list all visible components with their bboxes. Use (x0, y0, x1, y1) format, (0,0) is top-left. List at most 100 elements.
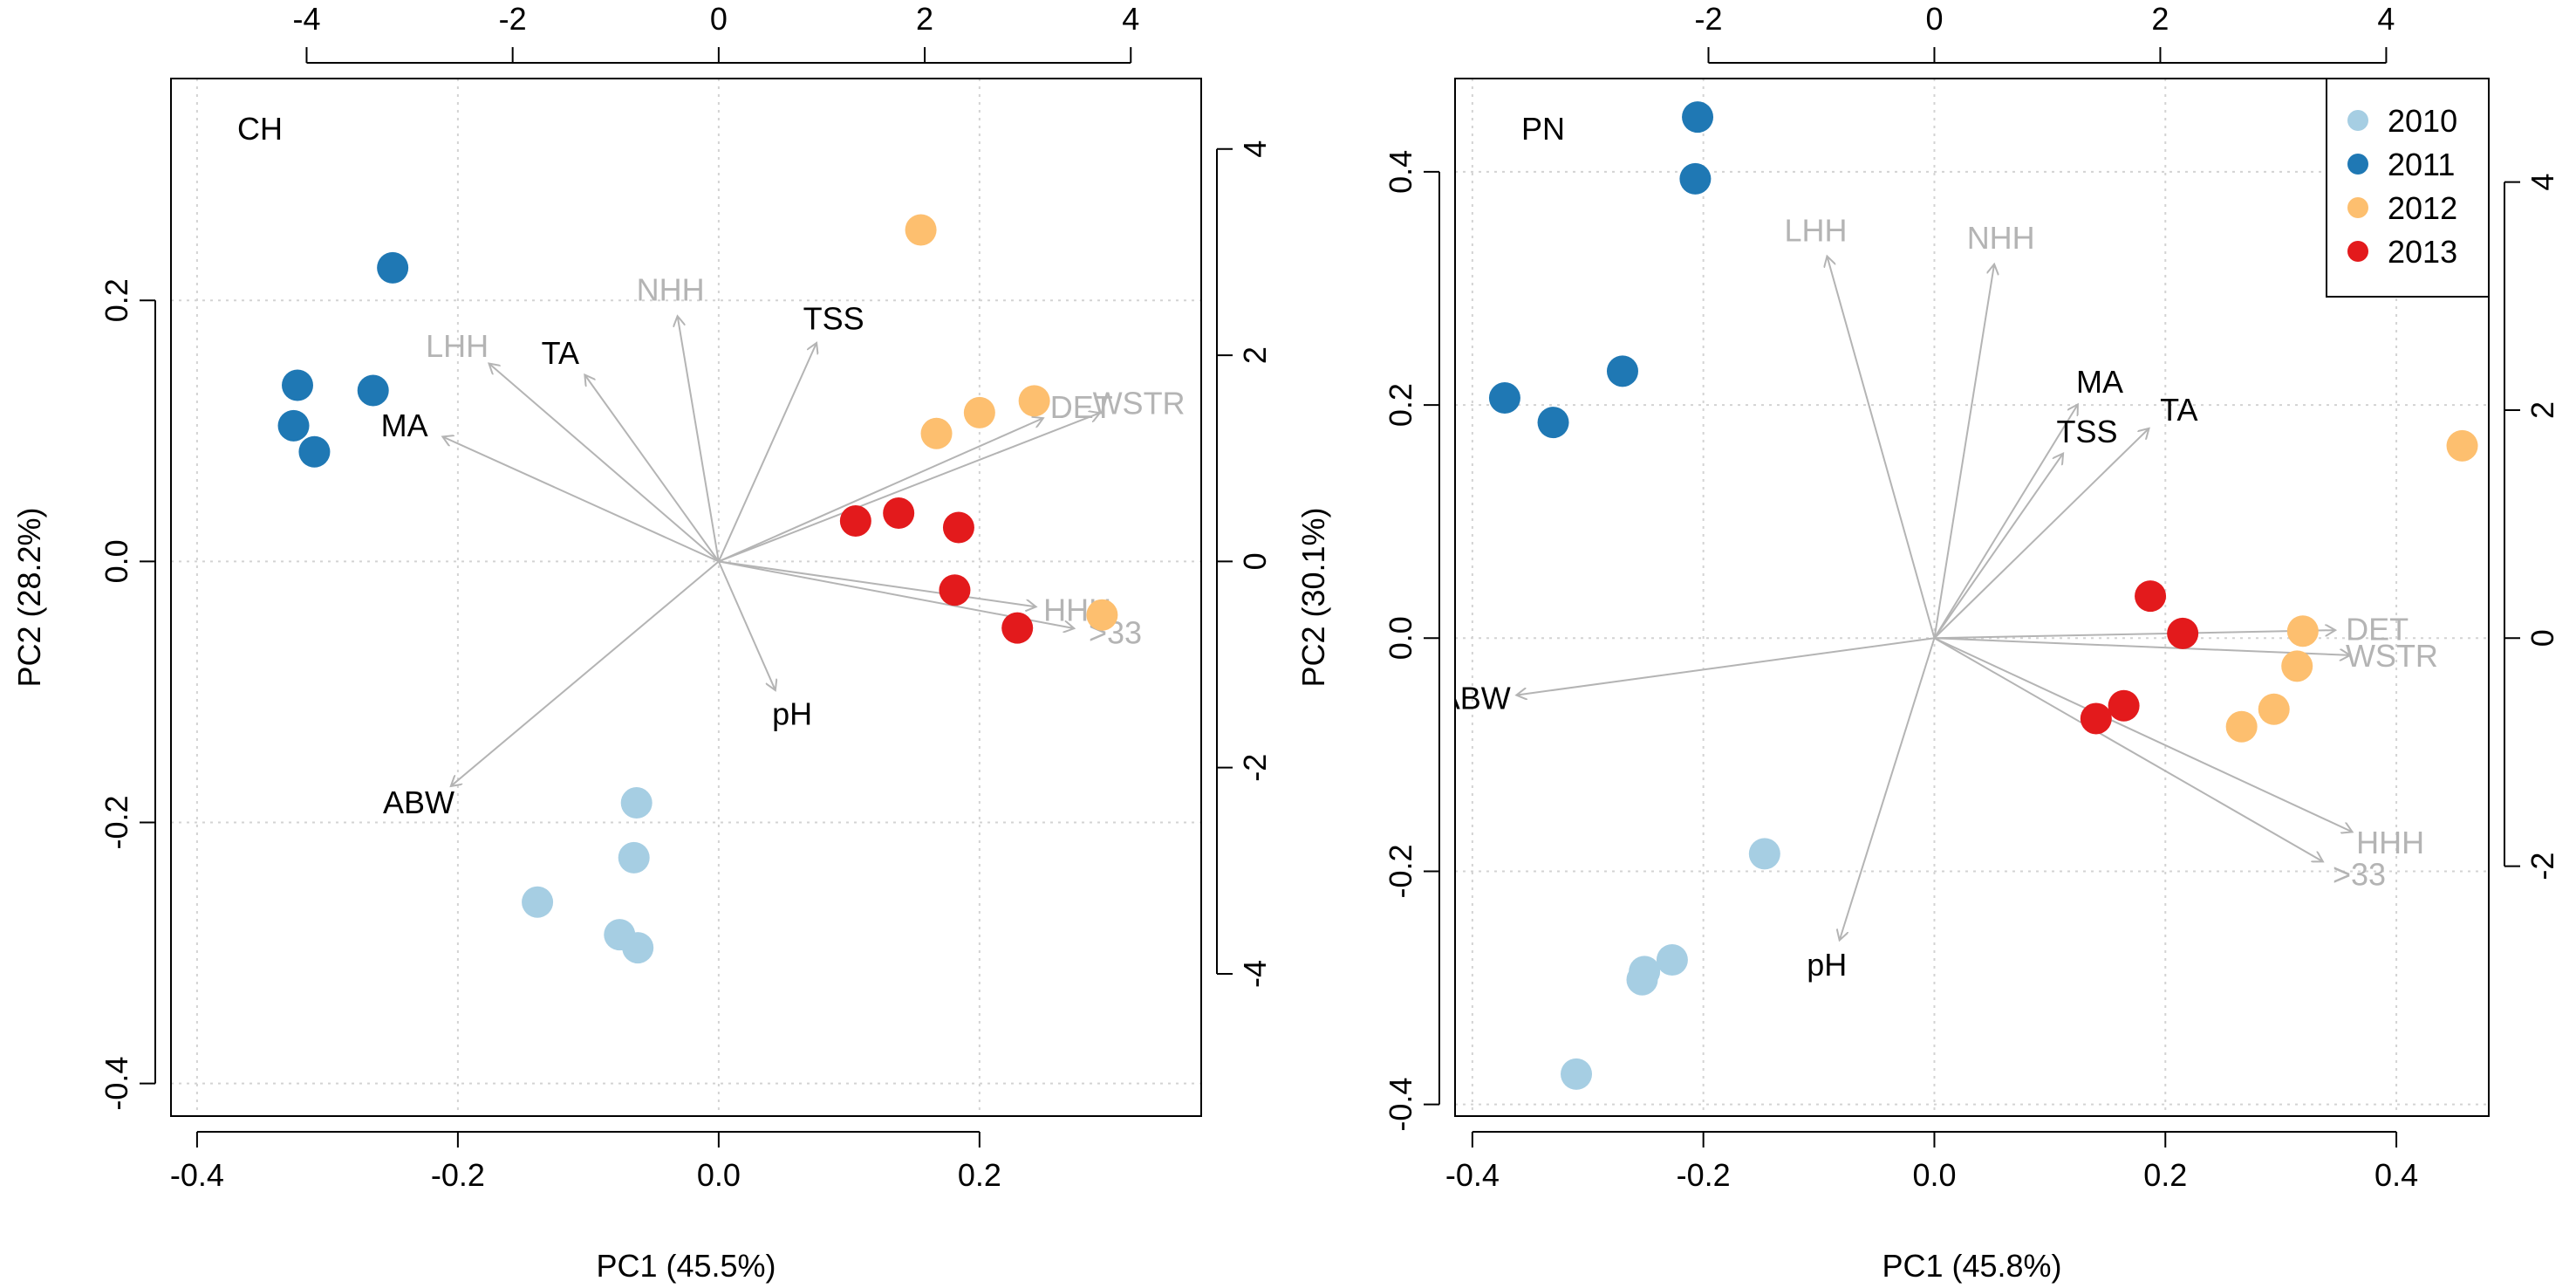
loading-arrow (1934, 630, 2335, 640)
right-tick-label: 4 (1237, 140, 1273, 158)
point-2012 (2446, 429, 2478, 462)
point-2013 (2167, 617, 2199, 649)
point-2011 (1679, 162, 1712, 195)
y-tick-label: -0.4 (1383, 1078, 1418, 1132)
loading-vector-wstr: WSTR (718, 385, 1186, 563)
loading-vector-lhh: LHH (426, 328, 720, 563)
loading-vector-hhh: HHH (718, 560, 1111, 628)
x-tick-label: 0.0 (1912, 1157, 1956, 1193)
loading-label: WSTR (1093, 385, 1186, 421)
point-2013 (1001, 612, 1034, 644)
point-2013 (939, 574, 971, 606)
point-2011 (357, 374, 389, 407)
loading-vector-hhh: HHH (1934, 637, 2424, 860)
point-2010 (1656, 943, 1688, 976)
loading-vector-ma: MA (1933, 364, 2123, 639)
point-2012 (2281, 650, 2313, 682)
point-2011 (277, 409, 310, 442)
point-2011 (282, 369, 314, 401)
legend: 2010 2011 2012 2013 (2326, 78, 2490, 298)
loading-arrow (1933, 454, 2063, 639)
point-2013 (883, 497, 915, 530)
legend-label-2011: 2011 (2388, 147, 2455, 182)
loading-arrow (1933, 404, 2077, 639)
legend-label-2012: 2012 (2388, 190, 2457, 226)
y-tick-label: -0.2 (1383, 844, 1418, 898)
loading-vector-abw: ABW (1439, 637, 1935, 716)
y-tick-label: 0.0 (99, 539, 134, 583)
point-2010 (1626, 963, 1658, 996)
x-tick-label: -0.4 (1445, 1157, 1500, 1193)
loading-arrow (678, 316, 720, 562)
right-tick-label: 0 (2525, 629, 2560, 647)
loading-label: >33 (2333, 856, 2386, 892)
plot-frame (170, 78, 1202, 1117)
loading-arrow (1827, 257, 1936, 639)
x-tick-label: -0.2 (431, 1157, 485, 1193)
point-2012 (1086, 599, 1118, 631)
legend-label-2013: 2013 (2388, 234, 2457, 270)
point-2010 (1748, 838, 1780, 870)
point-2011 (1682, 101, 1714, 134)
point-2012 (2258, 693, 2290, 725)
panel-label: PN (1521, 111, 1565, 147)
loading-label: DET (2346, 612, 2409, 647)
x-tick-label: 0.2 (958, 1157, 1001, 1193)
top-tick-label: 4 (1122, 1, 1139, 37)
loading-label: MA (2076, 364, 2123, 400)
x-tick-label: -0.4 (170, 1157, 224, 1193)
loading-arrow (1933, 264, 1994, 639)
point-2013 (2108, 689, 2140, 722)
y-tick-label: 0.0 (1383, 616, 1418, 660)
top-tick-label: 0 (710, 1, 728, 37)
point-2012 (920, 417, 953, 449)
point-2011 (1488, 382, 1520, 414)
y-tick-label: -0.2 (99, 795, 134, 849)
y-axis-left: -0.4 -0.2 0.0 0.2 0.4 PC2 (30.1%) (1295, 150, 1440, 1132)
loading-vector-ph: pH (717, 560, 812, 732)
loading-arrow (1934, 637, 2352, 832)
plot-frame (1454, 78, 2490, 1117)
legend-swatch-2010 (2347, 110, 2368, 131)
y-tick-label: 0.2 (99, 278, 134, 322)
x-tick-label: 0.0 (697, 1157, 741, 1193)
point-2010 (522, 886, 554, 918)
y-tick-label: 0.2 (1383, 383, 1418, 427)
loading-arrow (1840, 637, 1936, 940)
loading-vector-tss: TSS (717, 301, 864, 562)
x-axis-top: -4 -2 0 2 4 (292, 1, 1139, 64)
loading-arrow (717, 343, 817, 562)
right-tick-label: 2 (1237, 346, 1273, 364)
loading-label: NHH (637, 272, 705, 308)
x-axis-bottom: -0.4 -0.2 0.0 0.2 0.4 PC1 (45.8%) (1445, 1131, 2418, 1284)
point-2013 (2080, 702, 2112, 735)
loading-vector-abw: ABW (383, 560, 720, 820)
loading-label: ABW (1439, 681, 1511, 716)
loading-vector-nhh: NHH (637, 272, 720, 562)
loading-label: LHH (426, 328, 489, 364)
loading-vector-det: DET (718, 389, 1113, 563)
point-2012 (963, 396, 995, 428)
point-2012 (905, 214, 937, 246)
point-2011 (377, 251, 409, 284)
right-tick-label: 2 (2525, 401, 2560, 419)
x-tick-label: -0.2 (1677, 1157, 1731, 1193)
point-2011 (1537, 407, 1569, 439)
y-tick-label: 0.4 (1383, 150, 1418, 194)
point-2011 (298, 435, 331, 468)
x-tick-label: 0.4 (2374, 1157, 2418, 1193)
loading-label: TSS (803, 301, 864, 337)
point-2011 (1606, 355, 1638, 387)
loading-arrow (442, 436, 720, 563)
loading-arrow (1933, 428, 2149, 639)
point-2010 (622, 932, 654, 964)
legend-swatch-2012 (2347, 197, 2368, 218)
loading-arrow (717, 560, 776, 690)
right-tick-label: 0 (1237, 552, 1273, 570)
y-axis-right: -4 -2 0 2 4 (1216, 140, 1273, 988)
loading-label: LHH (1784, 213, 1847, 249)
point-2013 (942, 511, 974, 544)
loading-vector-ph: pH (1807, 637, 1936, 983)
